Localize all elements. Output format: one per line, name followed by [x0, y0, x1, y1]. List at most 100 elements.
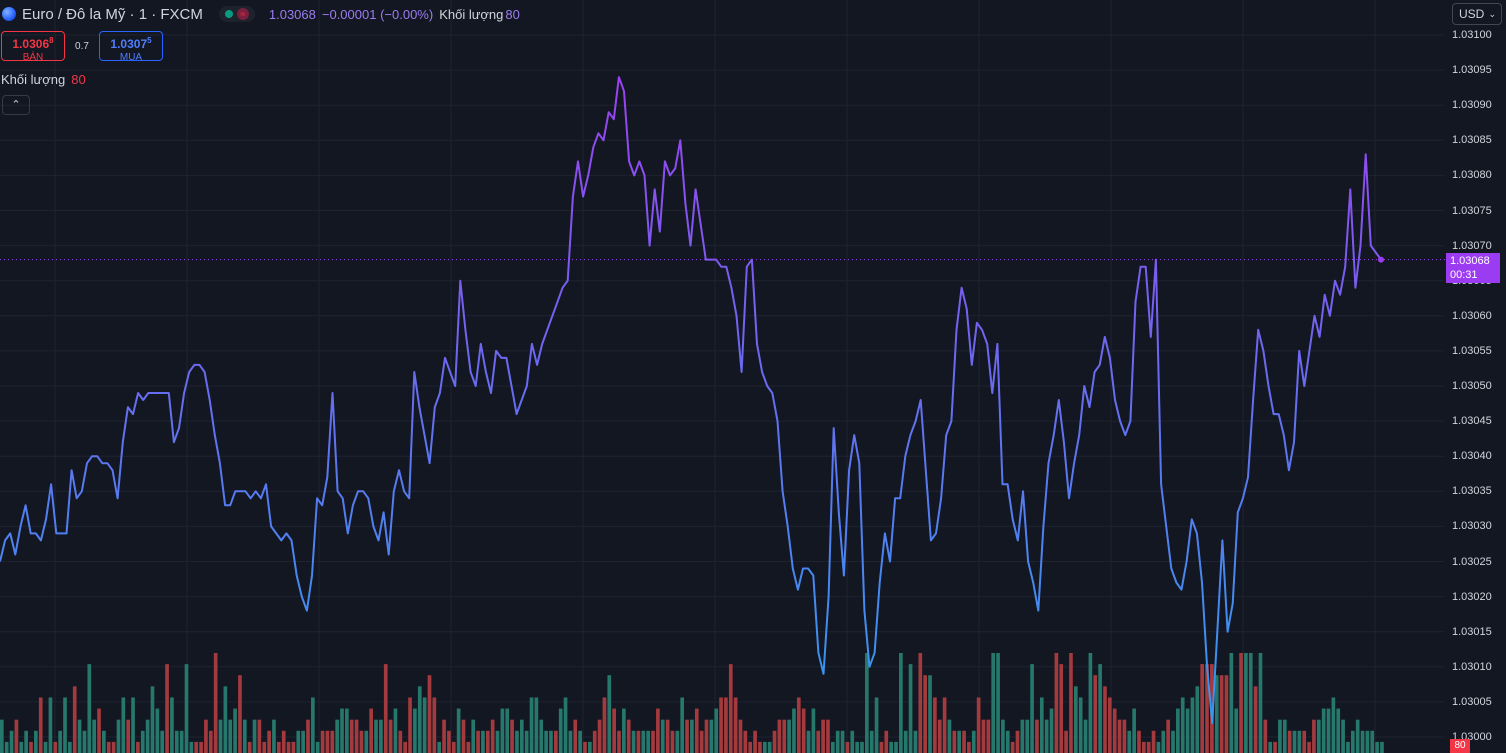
volume-bar: [782, 719, 787, 753]
volume-bar: [311, 697, 315, 753]
volume-bar: [612, 708, 616, 753]
volume-bar: [1312, 719, 1316, 753]
volume-bar: [524, 730, 529, 753]
last-price: 1.03068: [268, 6, 316, 22]
last-price-dot: [1378, 256, 1384, 263]
chevron-down-icon: ⌄: [1488, 9, 1496, 19]
volume-bar: [495, 730, 500, 753]
volume-bar: [1302, 730, 1307, 753]
buy-price: 1.0307: [110, 37, 148, 51]
volume-bar: [1137, 730, 1141, 753]
volume-bar: [306, 719, 310, 753]
volume-bar: [43, 741, 48, 753]
volume-bar: [1190, 697, 1195, 753]
volume-bar: [281, 730, 286, 753]
price-change: −0.00001 (−0.00%): [321, 6, 434, 22]
axis-label: 1.03090: [1452, 99, 1492, 112]
volume-bar: [1030, 664, 1034, 753]
volume-bar: [1161, 730, 1166, 753]
volume-bar: [9, 730, 14, 753]
axis-label: 1.03060: [1452, 309, 1492, 322]
volume-bar: [379, 719, 383, 753]
volume-bar: [218, 719, 223, 753]
sell-button[interactable]: 1.03068 BÁN: [1, 31, 65, 63]
volume-bar: [53, 741, 58, 753]
volume-bar: [976, 697, 981, 753]
volume-bar: [622, 708, 626, 753]
volume-bar: [1224, 675, 1229, 753]
volume-bar: [0, 719, 4, 753]
volume-bar: [971, 730, 976, 753]
volume-bar: [97, 708, 101, 753]
volume-bar: [413, 708, 417, 753]
volume-bar: [330, 730, 335, 753]
volume-bar: [772, 730, 777, 753]
volume-bar: [398, 730, 403, 753]
volume-bar: [155, 708, 160, 753]
volume-legend[interactable]: Khối lượng 80: [1, 72, 86, 87]
volume-bar: [174, 730, 179, 753]
volume-bar: [179, 730, 184, 753]
volume-bar: [1073, 686, 1078, 753]
volume-bar: [714, 708, 719, 753]
volume-bar: [549, 730, 553, 753]
volume-bar: [136, 741, 140, 753]
volume-bar: [320, 730, 325, 753]
volume-bar: [325, 730, 330, 753]
volume-bar: [1122, 719, 1127, 753]
volume-bar: [1326, 708, 1331, 753]
volume-bar: [1355, 719, 1360, 753]
volume-bar: [996, 653, 1000, 753]
volume-bar: [894, 741, 898, 753]
last-price-badge: 1.03068 00:31: [1446, 253, 1500, 283]
volume-bar: [160, 730, 165, 753]
volume-bar: [947, 719, 952, 753]
volume-bar: [1331, 697, 1336, 753]
volume-bar: [986, 719, 991, 753]
volume-bar: [1273, 741, 1277, 753]
volume-bar: [247, 741, 252, 753]
volume-bar: [1156, 741, 1161, 753]
volume-bar: [1108, 697, 1112, 753]
volume-bar: [1244, 653, 1248, 753]
volume-bar: [1219, 675, 1224, 753]
volume-bar: [335, 719, 339, 753]
market-status-icon[interactable]: ≈: [218, 6, 255, 22]
volume-bar: [908, 664, 913, 753]
volume-bar: [1146, 741, 1151, 753]
volume-bar: [913, 730, 918, 753]
volume-bar: [359, 730, 364, 753]
buy-button[interactable]: 1.03075 MUA: [99, 31, 163, 63]
volume-bar: [349, 719, 354, 753]
volume-bar: [597, 719, 602, 753]
currency-select[interactable]: USD ⌄: [1452, 3, 1502, 25]
volume-bar: [821, 719, 825, 753]
volume-bar: [1346, 741, 1350, 753]
volume-bar: [286, 741, 291, 753]
volume-bar: [427, 675, 432, 753]
volume-bar: [704, 719, 709, 753]
volume-bar: [1112, 708, 1117, 753]
volume-bar: [899, 653, 903, 753]
sell-label: BÁN: [22, 52, 44, 63]
axis-label: 1.03030: [1452, 520, 1492, 533]
volume-bar: [1341, 719, 1345, 753]
volume-bar: [48, 697, 53, 753]
buy-label: MUA: [119, 52, 143, 63]
volume-bar: [588, 741, 592, 753]
volume-bar: [63, 697, 67, 753]
volume-bar: [743, 730, 748, 753]
volume-bar: [345, 708, 349, 753]
volume-bar: [1292, 730, 1297, 753]
symbol-title[interactable]: Euro / Đô la Mỹ · 1 · FXCM: [22, 5, 203, 23]
volume-bar: [451, 741, 456, 753]
volume-bar: [189, 741, 194, 753]
volume-bar: [150, 686, 155, 753]
volume-bar: [792, 708, 796, 753]
volume-bar: [607, 675, 612, 753]
volume-bar: [315, 741, 320, 753]
volume-badge: 80: [1450, 739, 1470, 753]
volume-bar: [194, 741, 199, 753]
chevron-up-icon[interactable]: ⌃: [2, 95, 30, 115]
